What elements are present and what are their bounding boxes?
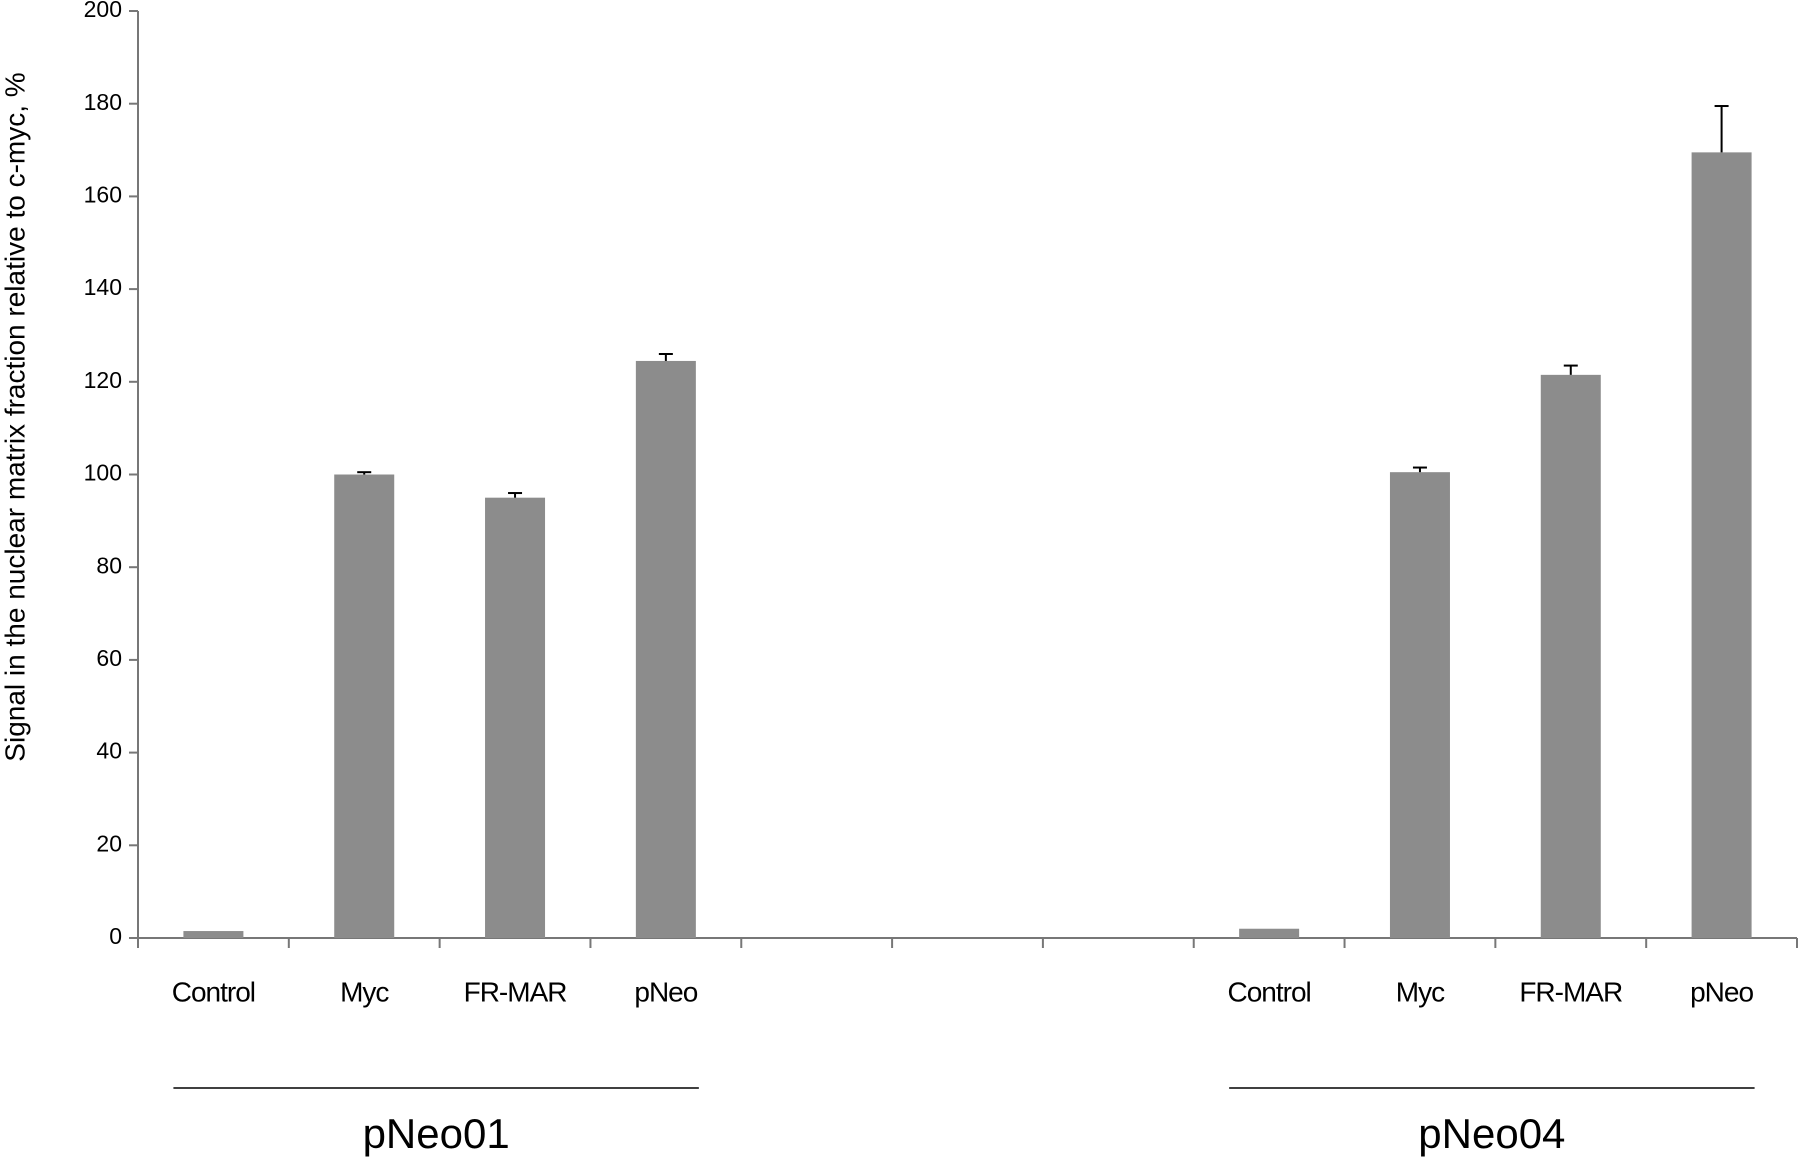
y-tick-label: 100 [84,460,122,486]
bar [1691,152,1752,938]
y-tick-label: 80 [96,552,122,578]
y-tick-label: 40 [96,738,122,764]
x-tick-label: FR-MAR [1519,976,1622,1007]
x-tick-label: Control [1228,976,1311,1007]
bar [485,497,546,938]
y-tick-label: 140 [84,274,122,300]
y-tick-label: 60 [96,645,122,671]
bar [1540,374,1601,938]
group-label: pNeo01 [363,1110,510,1157]
y-tick-label: 20 [96,830,122,856]
y-tick-label: 0 [109,923,122,949]
y-tick-label: 160 [84,181,122,207]
x-tick-label: pNeo [1690,976,1753,1007]
x-tick-label: pNeo [634,976,697,1007]
y-tick-label: 200 [84,0,122,22]
y-tick-label: 180 [84,89,122,115]
y-tick-label: 120 [84,367,122,393]
bar [635,360,696,938]
x-tick-label: Control [172,976,255,1007]
group-label: pNeo04 [1418,1110,1565,1157]
y-axis-label: Signal in the nuclear matrix fraction re… [0,72,30,761]
bar [1389,472,1450,938]
bar [334,474,395,938]
x-tick-label: Myc [1396,976,1445,1007]
x-tick-label: FR-MAR [464,976,567,1007]
x-tick-label: Myc [340,976,389,1007]
bar [1239,928,1300,938]
bar [183,931,244,938]
